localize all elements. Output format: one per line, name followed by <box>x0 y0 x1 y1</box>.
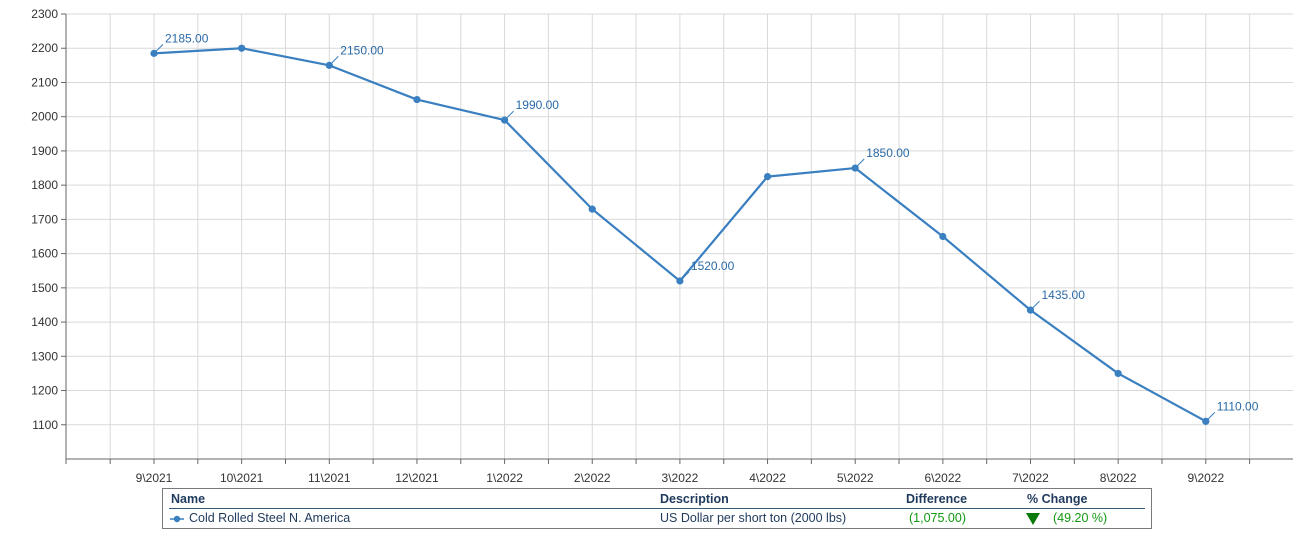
x-tick-label: 12\2021 <box>395 471 439 485</box>
data-labels: 2185.00 2150.00 1990.00 1520.00 1850.00 1435.… <box>155 31 1259 420</box>
x-tick-label: 9\2021 <box>136 471 173 485</box>
legend-header-difference: Difference <box>906 492 968 506</box>
data-label-leader <box>330 55 339 64</box>
data-label: 1850.00 <box>866 146 910 160</box>
series-marker-icon <box>170 515 184 523</box>
legend-series-name: Cold Rolled Steel N. America <box>189 511 351 525</box>
data-label: 1435.00 <box>1042 288 1086 302</box>
data-label-leader <box>1207 411 1216 420</box>
x-tick-label: 4\2022 <box>749 471 786 485</box>
data-point[interactable] <box>325 61 333 69</box>
data-point[interactable] <box>763 172 772 181</box>
y-tick-label: 1800 <box>31 178 58 192</box>
legend-header-pct-change: % Change <box>1027 492 1088 506</box>
x-tick-label: 9\2022 <box>1187 471 1224 485</box>
data-label-leader <box>506 110 514 119</box>
y-tick-label: 1700 <box>31 212 58 226</box>
data-label: 1990.00 <box>516 98 560 112</box>
x-tick-label: 11\2021 <box>308 471 351 485</box>
data-label-leader <box>856 158 865 167</box>
data-label: 2185.00 <box>165 31 209 45</box>
x-tick-label: 1\2022 <box>486 471 523 485</box>
data-label: 2150.00 <box>340 43 384 57</box>
legend-series-pct-change: (49.20 %) <box>1053 511 1108 525</box>
y-axis-ticks: 1100 1200 1300 1400 1500 1600 1700 1800 1900 2000… <box>31 7 66 432</box>
down-triangle-icon <box>1026 513 1040 525</box>
data-label: 1520.00 <box>691 259 735 273</box>
data-point[interactable] <box>1026 306 1035 314</box>
x-tick-label: 10\2021 <box>220 471 264 485</box>
legend-header-name: Name <box>171 492 206 506</box>
x-tick-label: 5\2022 <box>837 471 874 485</box>
series-layer <box>150 44 1210 425</box>
data-point[interactable] <box>939 232 947 241</box>
line-chart: 1100 1200 1300 1400 1500 1600 1700 1800 1900 2000… <box>31 7 1293 485</box>
y-tick-label: 1600 <box>31 247 58 261</box>
data-label: 1110.00 <box>1217 399 1259 413</box>
data-point[interactable] <box>1114 369 1122 378</box>
data-point[interactable] <box>1202 417 1210 425</box>
y-tick-label: 1400 <box>31 315 58 329</box>
legend-header-description: Description <box>660 492 729 506</box>
y-tick-label: 1200 <box>31 384 58 398</box>
grid-lines <box>66 13 1293 459</box>
y-tick-label: 1900 <box>31 144 58 158</box>
data-label-leader <box>1032 300 1040 309</box>
legend-series-description: US Dollar per short ton (2000 lbs) <box>660 511 847 525</box>
legend-series-difference: (1,075.00) <box>909 511 966 525</box>
x-tick-label: 7\2022 <box>1012 471 1049 485</box>
y-tick-label: 1100 <box>32 418 58 432</box>
x-tick-label: 8\2022 <box>1100 471 1137 485</box>
legend-row[interactable]: Cold Rolled Steel N. America US Dollar p… <box>163 511 1151 529</box>
data-point[interactable] <box>413 95 421 104</box>
x-tick-label: 6\2022 <box>924 471 961 485</box>
data-point[interactable] <box>676 277 684 285</box>
data-label-leader <box>681 271 690 280</box>
y-tick-label: 2000 <box>31 110 58 124</box>
data-point[interactable] <box>238 44 246 52</box>
legend-table: Name Description Difference % Change Col… <box>162 488 1152 529</box>
legend-header-divider <box>169 508 1145 509</box>
data-point[interactable] <box>150 49 158 57</box>
x-tick-label: 3\2022 <box>662 471 699 485</box>
y-tick-label: 2100 <box>31 75 58 89</box>
data-point[interactable] <box>851 164 859 172</box>
data-point[interactable] <box>501 116 509 124</box>
y-tick-label: 2200 <box>31 41 58 55</box>
x-axis-ticks: 9\2021 10\2021 11\2021 12\2021 1\2022 2\2022 3… <box>109 459 1251 485</box>
data-label-leader <box>155 44 164 52</box>
legend-header-row: Name Description Difference % Change <box>163 492 1151 510</box>
y-tick-label: 1300 <box>31 349 58 363</box>
y-tick-label: 1500 <box>31 281 58 295</box>
x-tick-label: 2\2022 <box>574 471 611 485</box>
data-point[interactable] <box>588 205 596 213</box>
y-tick-label: 2300 <box>31 7 58 21</box>
